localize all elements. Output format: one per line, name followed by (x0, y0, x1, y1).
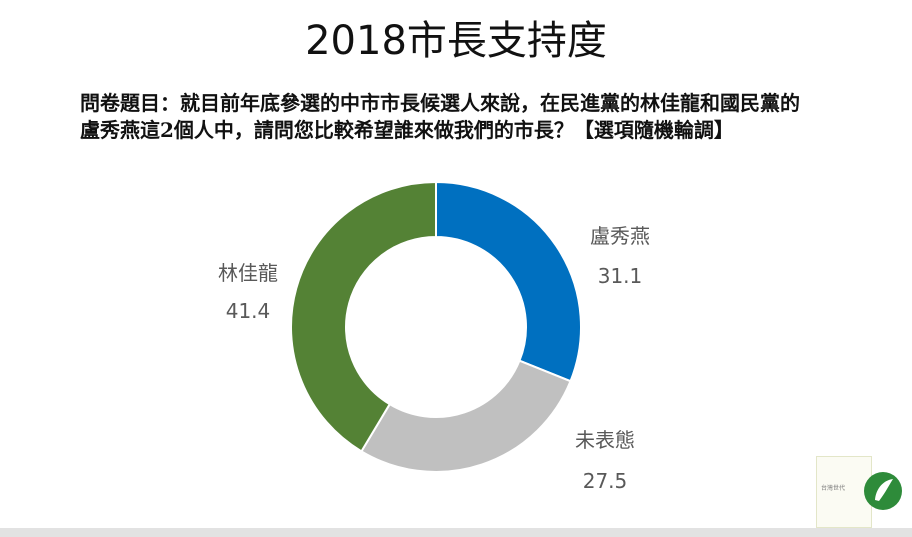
slice-value-label: 31.1 (598, 264, 643, 288)
bottom-bar (0, 528, 912, 537)
slice-category-label: 林佳龍 (218, 261, 278, 285)
slice-category-label: 盧秀燕 (590, 224, 650, 248)
leaf-icon (864, 472, 902, 510)
logo-text: 台灣世代 (821, 485, 846, 492)
donut-slice-3 (290, 180, 437, 453)
survey-question: 問卷題目：就目前年底參選的中市市長候選人來說，在民進黨的林佳龍和國民黨的盧秀燕這… (80, 91, 800, 142)
donut-slice-2 (360, 359, 572, 473)
page-title: 2018市長支持度 (305, 18, 607, 64)
slice-value-label: 27.5 (583, 469, 628, 493)
donut-slice-1 (435, 180, 582, 383)
slice-value-label: 41.4 (226, 299, 271, 323)
slice-category-label: 未表態 (575, 428, 635, 452)
